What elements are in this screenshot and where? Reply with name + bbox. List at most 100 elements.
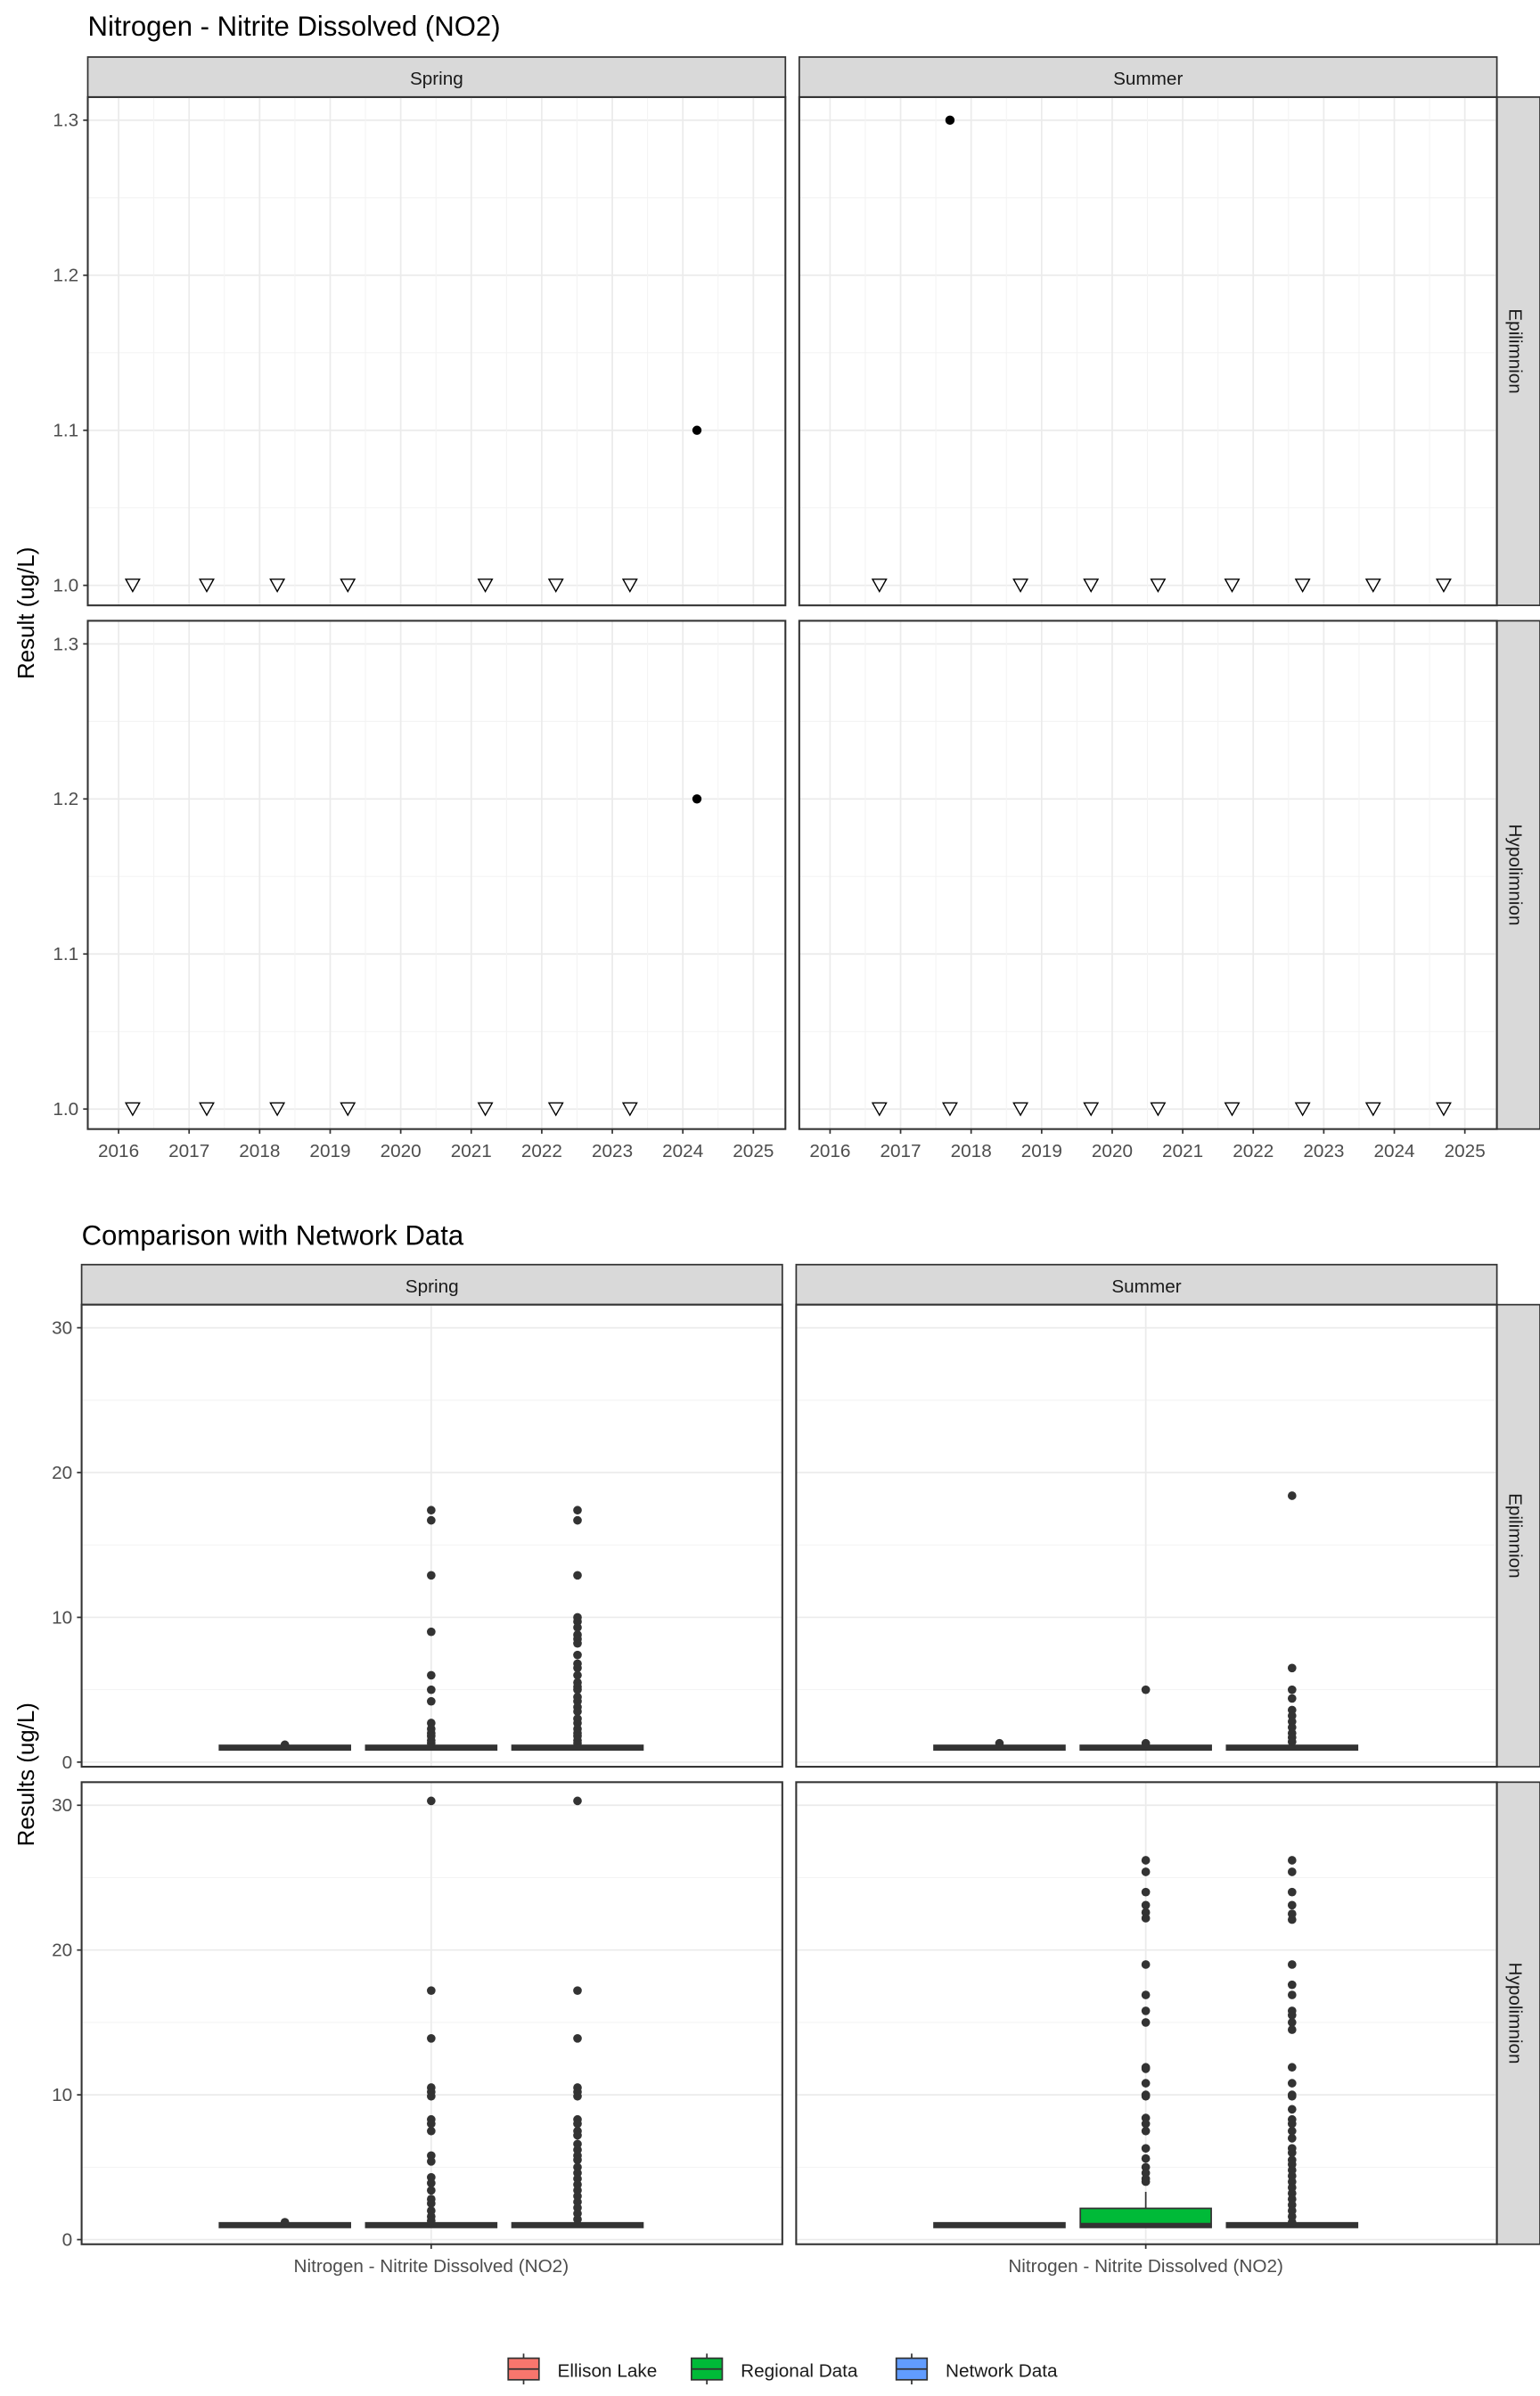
box-regional-data — [1079, 1685, 1212, 1752]
outlier-point — [427, 2091, 436, 2101]
x-tick-label: 2022 — [1233, 1141, 1274, 1161]
y-tick-label: 1.3 — [53, 634, 78, 654]
data-point-below-detection — [1224, 578, 1241, 594]
x-tick-label: 2020 — [1092, 1141, 1133, 1161]
outlier-point — [573, 1506, 582, 1515]
chart-title-1: Nitrogen - Nitrite Dissolved (NO2) — [87, 11, 500, 42]
outlier-point — [1141, 2064, 1151, 2073]
outlier-point — [1141, 1685, 1151, 1694]
panel-border — [80, 1303, 783, 1768]
box-network-data — [511, 1506, 644, 1752]
outlier-point — [427, 1685, 436, 1694]
x-tick-label: 2021 — [1162, 1141, 1203, 1161]
y-tick-label: 1.2 — [53, 789, 78, 809]
x-tick-label: 2024 — [1373, 1141, 1414, 1161]
panel-summer-epilimnion — [798, 95, 1498, 607]
outlier-point — [427, 1515, 436, 1525]
outlier-point — [427, 1571, 436, 1580]
data-point-below-detection — [1012, 1102, 1029, 1117]
data-point-below-detection — [871, 1102, 888, 1117]
x-tick-label: 2023 — [1303, 1141, 1344, 1161]
outlier-point — [1287, 1990, 1297, 1999]
outlier-point — [573, 1571, 582, 1580]
data-point-below-detection — [871, 578, 888, 594]
outlier-point — [573, 1685, 582, 1694]
box-network-data — [1225, 1491, 1359, 1752]
outlier-point — [1141, 1900, 1151, 1910]
strip-summer — [795, 1263, 1498, 1306]
box-regional-data — [365, 1796, 498, 2228]
outlier-point — [1141, 2144, 1151, 2154]
outlier-point — [573, 1670, 582, 1680]
outlier-point — [1287, 1856, 1297, 1865]
box-ellison-lake — [933, 2221, 1066, 2228]
panel-border — [795, 1303, 1498, 1768]
outlier-point — [1141, 2126, 1151, 2136]
data-point-below-detection — [477, 1102, 494, 1117]
y-tick-label: 0 — [62, 1752, 73, 1773]
panel-spring-hypolimnion: 1.0 1.1 1.2 1.3 2016 2017 2018 2019 2020 2021 2022… — [53, 620, 787, 1161]
data-point-detected — [692, 794, 702, 804]
y-tick-label: 1.0 — [53, 576, 78, 596]
data-point-below-detection — [340, 578, 356, 594]
strip-label-spring: Spring — [405, 1276, 459, 1297]
y-tick-label: 1.3 — [53, 111, 78, 131]
x-tick-label: 2017 — [880, 1141, 921, 1161]
outlier-point — [573, 2091, 582, 2101]
outlier-point — [1141, 1856, 1151, 1865]
outlier-point — [1141, 1738, 1151, 1748]
strip-label-summer: Summer — [1113, 69, 1183, 89]
data-point-below-detection — [1012, 578, 1029, 594]
strip-label-spring: Spring — [410, 69, 463, 89]
panel-border — [798, 620, 1498, 1130]
legend-item-ellison-lake: Ellison Lake — [507, 2353, 657, 2384]
y-tick-label: 1.1 — [53, 421, 78, 441]
x-tick-label: 2018 — [239, 1141, 280, 1161]
outlier-point — [427, 1796, 436, 1806]
outlier-point — [1141, 2177, 1151, 2187]
data-point-below-detection — [124, 1102, 141, 1117]
outlier-point — [427, 2126, 436, 2136]
panel-spring-epilimnion: 1.0 1.1 1.2 1.3 — [53, 95, 787, 607]
data-point-below-detection — [1224, 1102, 1241, 1117]
strip-label-summer: Summer — [1111, 1276, 1181, 1297]
box-ellison-lake — [933, 1738, 1066, 1752]
box-network-data — [511, 1796, 644, 2228]
y-tick-label: 0 — [62, 2229, 73, 2250]
data-point-below-detection — [547, 578, 564, 594]
box-regional-data — [365, 1506, 498, 1752]
y-tick-label: 10 — [52, 1607, 72, 1628]
y-axis-label-1: Result (ug/L) — [14, 547, 39, 679]
data-point-below-detection — [1364, 578, 1381, 594]
data-point-below-detection — [1435, 1102, 1452, 1117]
outlier-point — [995, 1738, 1004, 1748]
outlier-point — [573, 2033, 582, 2043]
outlier-point — [573, 2214, 582, 2224]
chart-title-2: Comparison with Network Data — [82, 1219, 464, 1251]
strip-label-hypolimnion: Hypolimnion — [1504, 825, 1525, 926]
panel-summer-hypolimnion: 2016 2017 2018 2019 2020 2021 2022 2023 2024 2025 — [798, 620, 1498, 1161]
data-point-below-detection — [1150, 578, 1167, 594]
data-point-below-detection — [1294, 578, 1311, 594]
panel-border — [86, 95, 787, 607]
outlier-point — [573, 1738, 582, 1748]
outlier-point — [1287, 2126, 1297, 2136]
outlier-point — [1287, 2018, 1297, 2027]
outlier-point — [1287, 1867, 1297, 1876]
outlier-point — [427, 2119, 436, 2129]
legend-item-regional-data: Regional Data — [691, 2353, 858, 2384]
data-point-below-detection — [941, 1102, 958, 1117]
legend-label: Network Data — [946, 2360, 1058, 2381]
outlier-point — [427, 2157, 436, 2166]
outlier-point — [1141, 2119, 1151, 2129]
panel-summer-hypolimnion: Nitrogen - Nitrite Dissolved (NO2) — [795, 1781, 1498, 2277]
outlier-point — [427, 1670, 436, 1680]
outlier-point — [1141, 2091, 1151, 2101]
panel-border — [798, 95, 1498, 607]
data-point-detected — [692, 425, 702, 435]
outlier-point — [1287, 1685, 1297, 1694]
outlier-point — [427, 1738, 436, 1748]
y-tick-label: 1.2 — [53, 266, 78, 286]
strip-hypolimnion — [1495, 1781, 1540, 2245]
box-ellison-lake — [218, 1740, 351, 1752]
